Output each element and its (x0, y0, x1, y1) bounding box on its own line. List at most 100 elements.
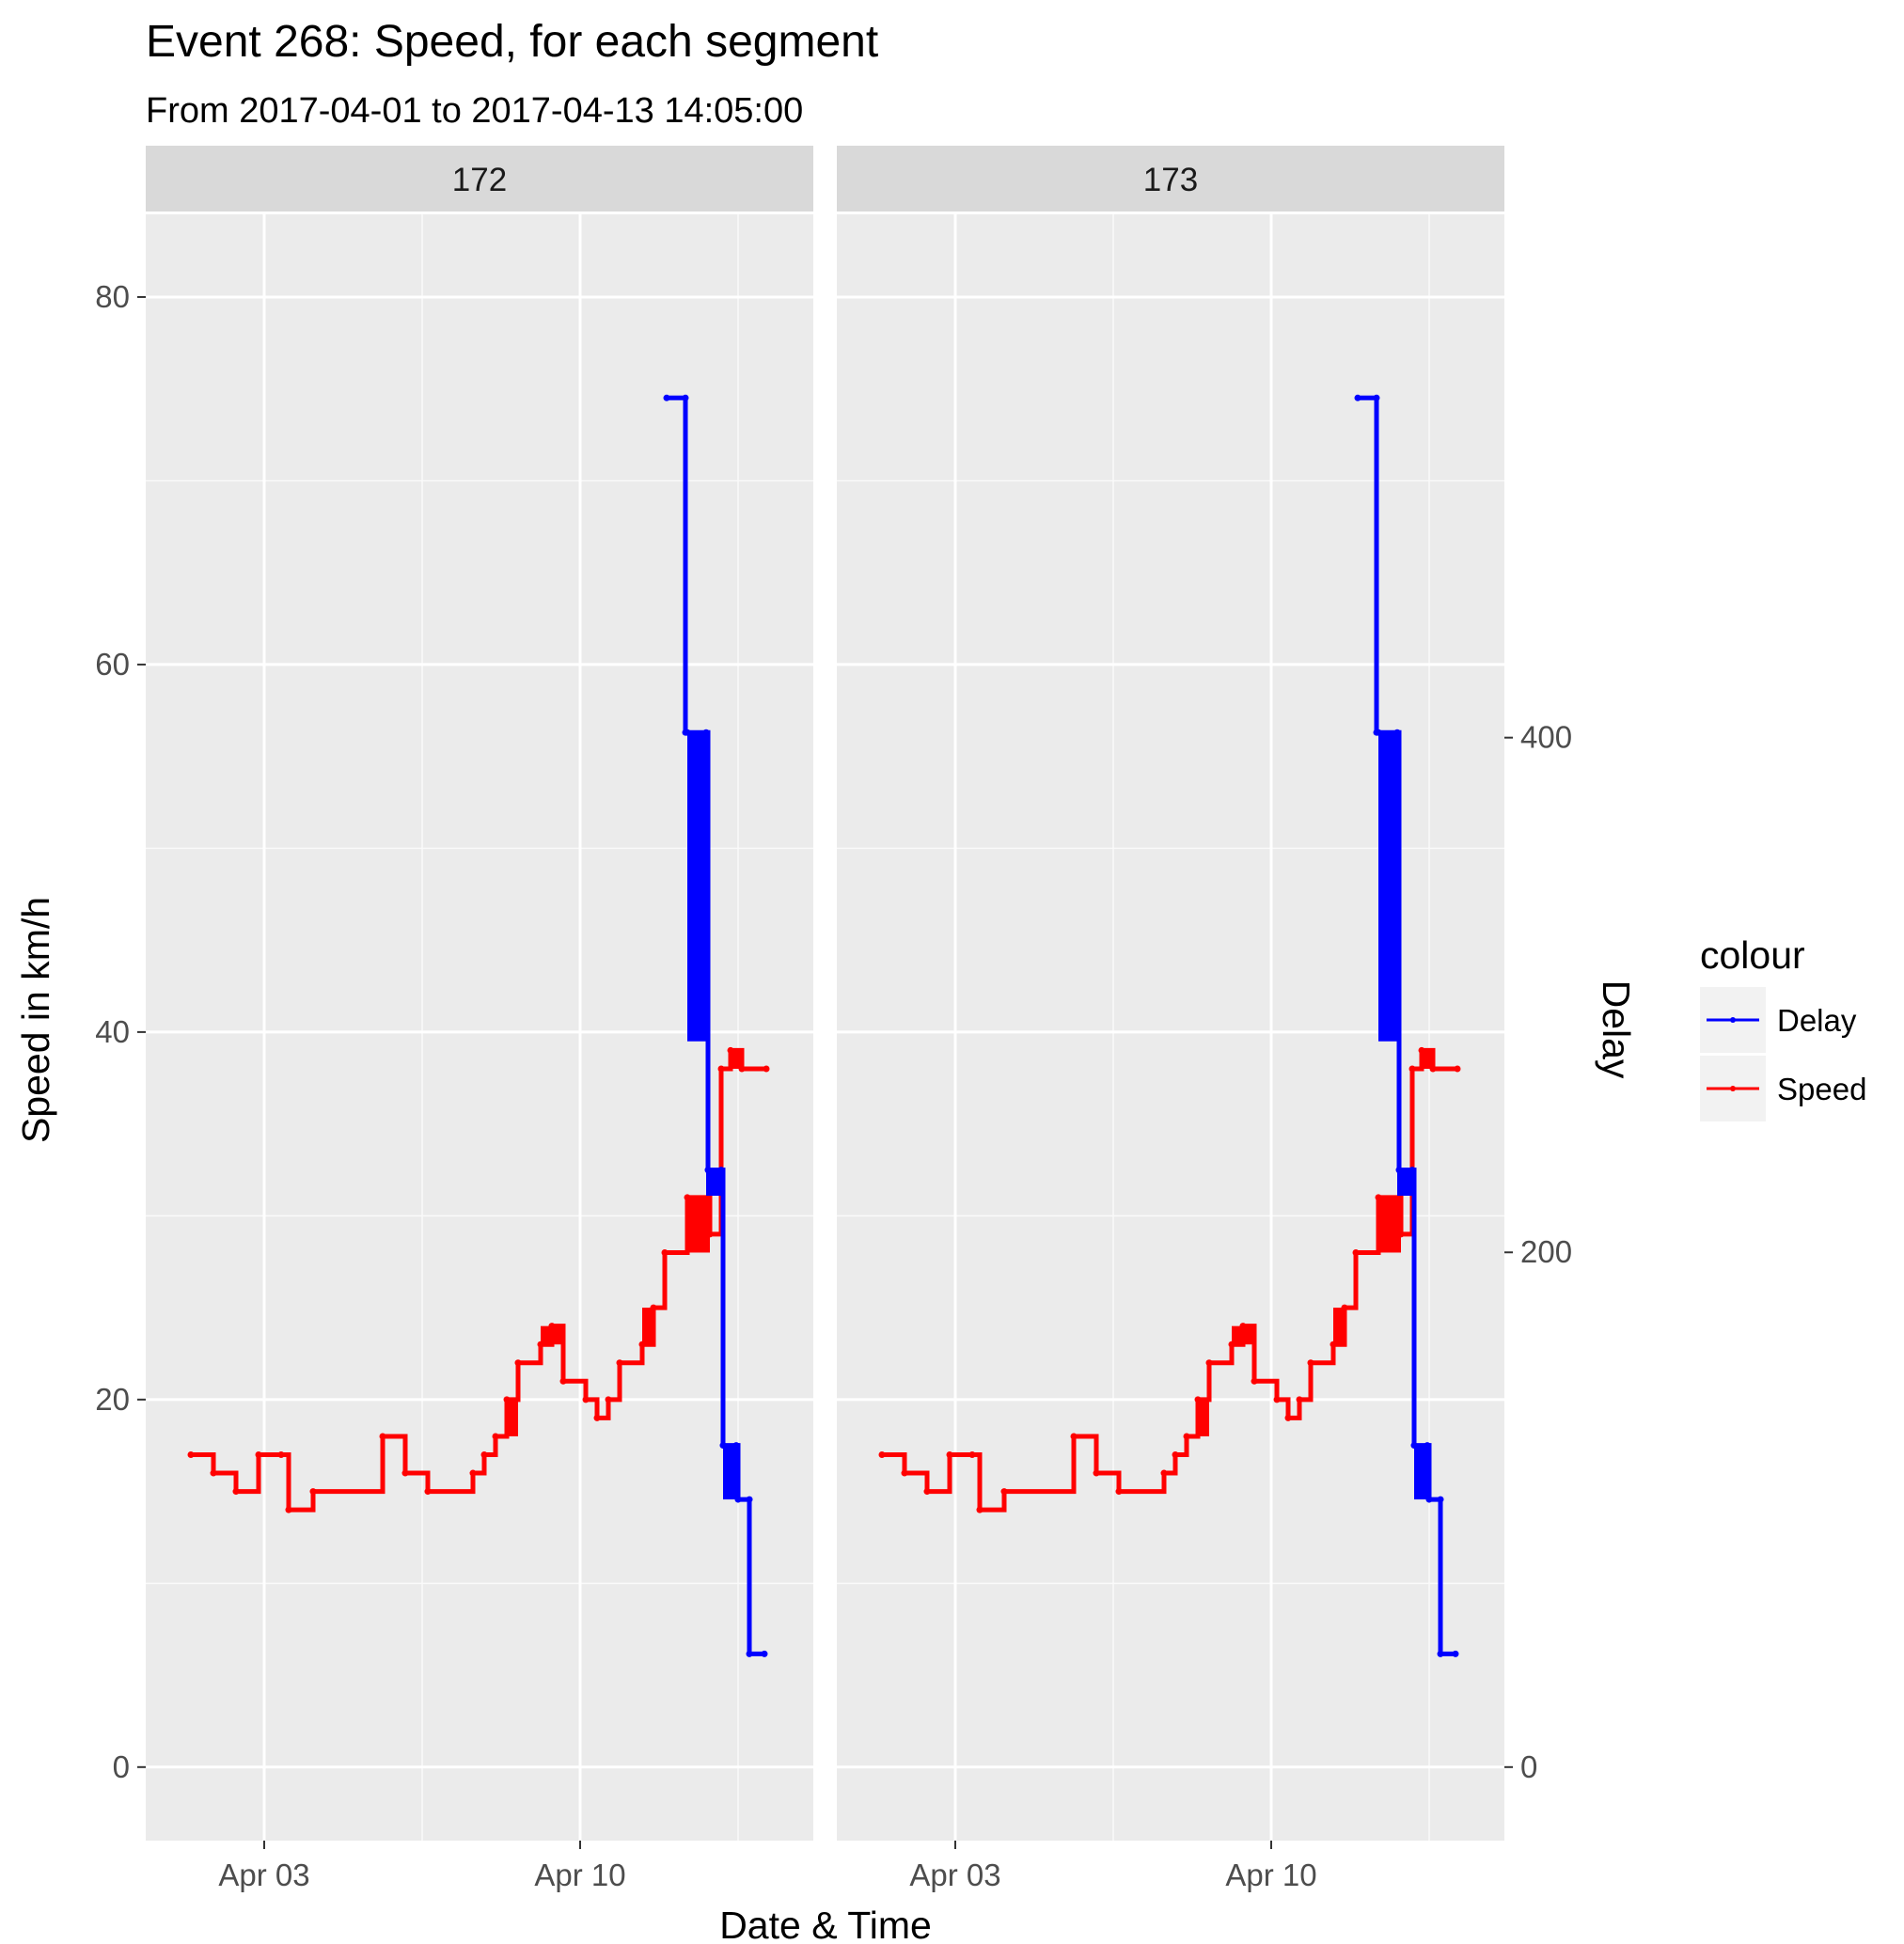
series-delay-band (687, 732, 706, 1042)
y-tick-label: 40 (95, 1014, 130, 1049)
series-delay-point (732, 1442, 740, 1450)
series-delay-point (1408, 1167, 1416, 1174)
x-tick-label: Apr 03 (218, 1858, 309, 1892)
series-speed-point (1194, 1396, 1202, 1403)
series-speed-band (642, 1308, 653, 1345)
facet-panel-173: 173 (837, 146, 1504, 1841)
facet-panel-172: 172 (146, 146, 813, 1841)
series-speed-point (514, 1359, 522, 1367)
series-speed-point (424, 1488, 432, 1496)
facet-panels: 172 173 (146, 146, 1504, 1841)
chart-title: Event 268: Speed, for each segment (146, 17, 878, 67)
series-speed-point (901, 1469, 908, 1477)
series-delay-point (746, 1496, 753, 1503)
series-speed-point (605, 1396, 612, 1403)
series-speed-point (976, 1506, 983, 1513)
series-speed-point (1070, 1433, 1078, 1440)
series-speed-point (1429, 1065, 1437, 1073)
series-speed-point (582, 1396, 590, 1403)
series-speed-point (187, 1450, 195, 1458)
series-delay-point (702, 729, 710, 736)
series-delay-point (1424, 1442, 1431, 1450)
series-speed-point (309, 1488, 317, 1496)
legend-label-speed: Speed (1777, 1072, 1866, 1106)
series-speed-band (1333, 1308, 1345, 1345)
series-speed-point (706, 1231, 714, 1238)
secondary-y-axis: 0 200 400 (1504, 720, 1572, 1784)
legend-point-speed (1730, 1086, 1736, 1091)
series-speed-point (1093, 1469, 1100, 1477)
series-delay-point (682, 394, 689, 401)
series-speed-point (1183, 1433, 1190, 1440)
series-speed-point (1273, 1396, 1281, 1403)
series-delay-point (1375, 729, 1382, 736)
y2-axis-label: Delay (1595, 980, 1638, 1079)
x-tick-label: Apr 10 (534, 1858, 625, 1892)
series-speed-point (1251, 1377, 1258, 1385)
series-speed-point (210, 1469, 217, 1477)
series-speed-point (1307, 1359, 1314, 1367)
series-delay-point (734, 1496, 742, 1503)
series-delay-point (761, 1650, 768, 1657)
series-speed-band (687, 1197, 710, 1253)
series-delay-point (1452, 1650, 1459, 1657)
series-speed-band (731, 1050, 742, 1069)
series-speed-point (1172, 1450, 1179, 1458)
series-speed-point (492, 1433, 499, 1440)
series-speed-point (277, 1450, 285, 1458)
series-speed-band (507, 1399, 518, 1436)
y-tick-label: 20 (95, 1382, 130, 1417)
series-delay-point (704, 1167, 712, 1174)
x-axis-label: Date & Time (719, 1904, 932, 1944)
y2-tick-label: 200 (1520, 1234, 1572, 1269)
series-speed-point (1352, 1248, 1360, 1256)
series-speed-point (661, 1248, 669, 1256)
series-speed-point (503, 1396, 511, 1403)
series-speed-point (537, 1340, 544, 1348)
series-delay-point (1395, 1167, 1403, 1174)
series-speed-point (946, 1450, 953, 1458)
series-speed-point (616, 1359, 623, 1367)
series-delay-point (684, 729, 691, 736)
series-speed-point (763, 1065, 770, 1073)
series-delay-point (1410, 1442, 1418, 1450)
series-speed-point (401, 1469, 409, 1477)
series-speed-point (650, 1304, 657, 1311)
series-speed-point (727, 1046, 734, 1054)
series-speed-point (1205, 1359, 1213, 1367)
series-delay-band (1378, 732, 1397, 1042)
legend-point-delay (1730, 1017, 1736, 1023)
series-speed-point (1397, 1231, 1405, 1238)
series-speed-point (1296, 1396, 1303, 1403)
series-delay-point (1373, 394, 1380, 401)
series-delay-point (746, 1650, 753, 1657)
series-speed-point (593, 1414, 601, 1421)
series-delay-band (1397, 1169, 1412, 1197)
series-speed-point (1284, 1414, 1292, 1421)
y-axis-label: Speed in km/h (14, 897, 57, 1143)
y2-tick-label: 0 (1520, 1749, 1537, 1784)
legend-title: colour (1700, 933, 1805, 977)
series-delay-point (1354, 394, 1361, 401)
panel-background (837, 214, 1504, 1841)
facet-strip-label: 173 (1143, 162, 1198, 198)
x-tick-label: Apr 10 (1225, 1858, 1316, 1892)
series-speed-point (968, 1450, 976, 1458)
series-speed-point (1408, 1065, 1416, 1073)
series-speed-point (1160, 1469, 1168, 1477)
y2-tick-label: 400 (1520, 720, 1572, 755)
series-speed-point (738, 1065, 746, 1073)
legend: colour Delay Speed (1700, 933, 1866, 1121)
series-speed-point (1330, 1340, 1337, 1348)
series-speed-point (548, 1323, 556, 1330)
series-speed-point (1000, 1488, 1008, 1496)
series-speed-band (1378, 1197, 1401, 1253)
series-speed-point (1454, 1065, 1461, 1073)
series-speed-point (469, 1469, 477, 1477)
series-speed-point (878, 1450, 886, 1458)
facet-strip (146, 146, 813, 212)
series-delay-band (706, 1169, 721, 1197)
y-tick-label: 60 (95, 647, 130, 682)
x-axis: Apr 03 Apr 10 Apr 03 Apr 10 (218, 1841, 1317, 1892)
